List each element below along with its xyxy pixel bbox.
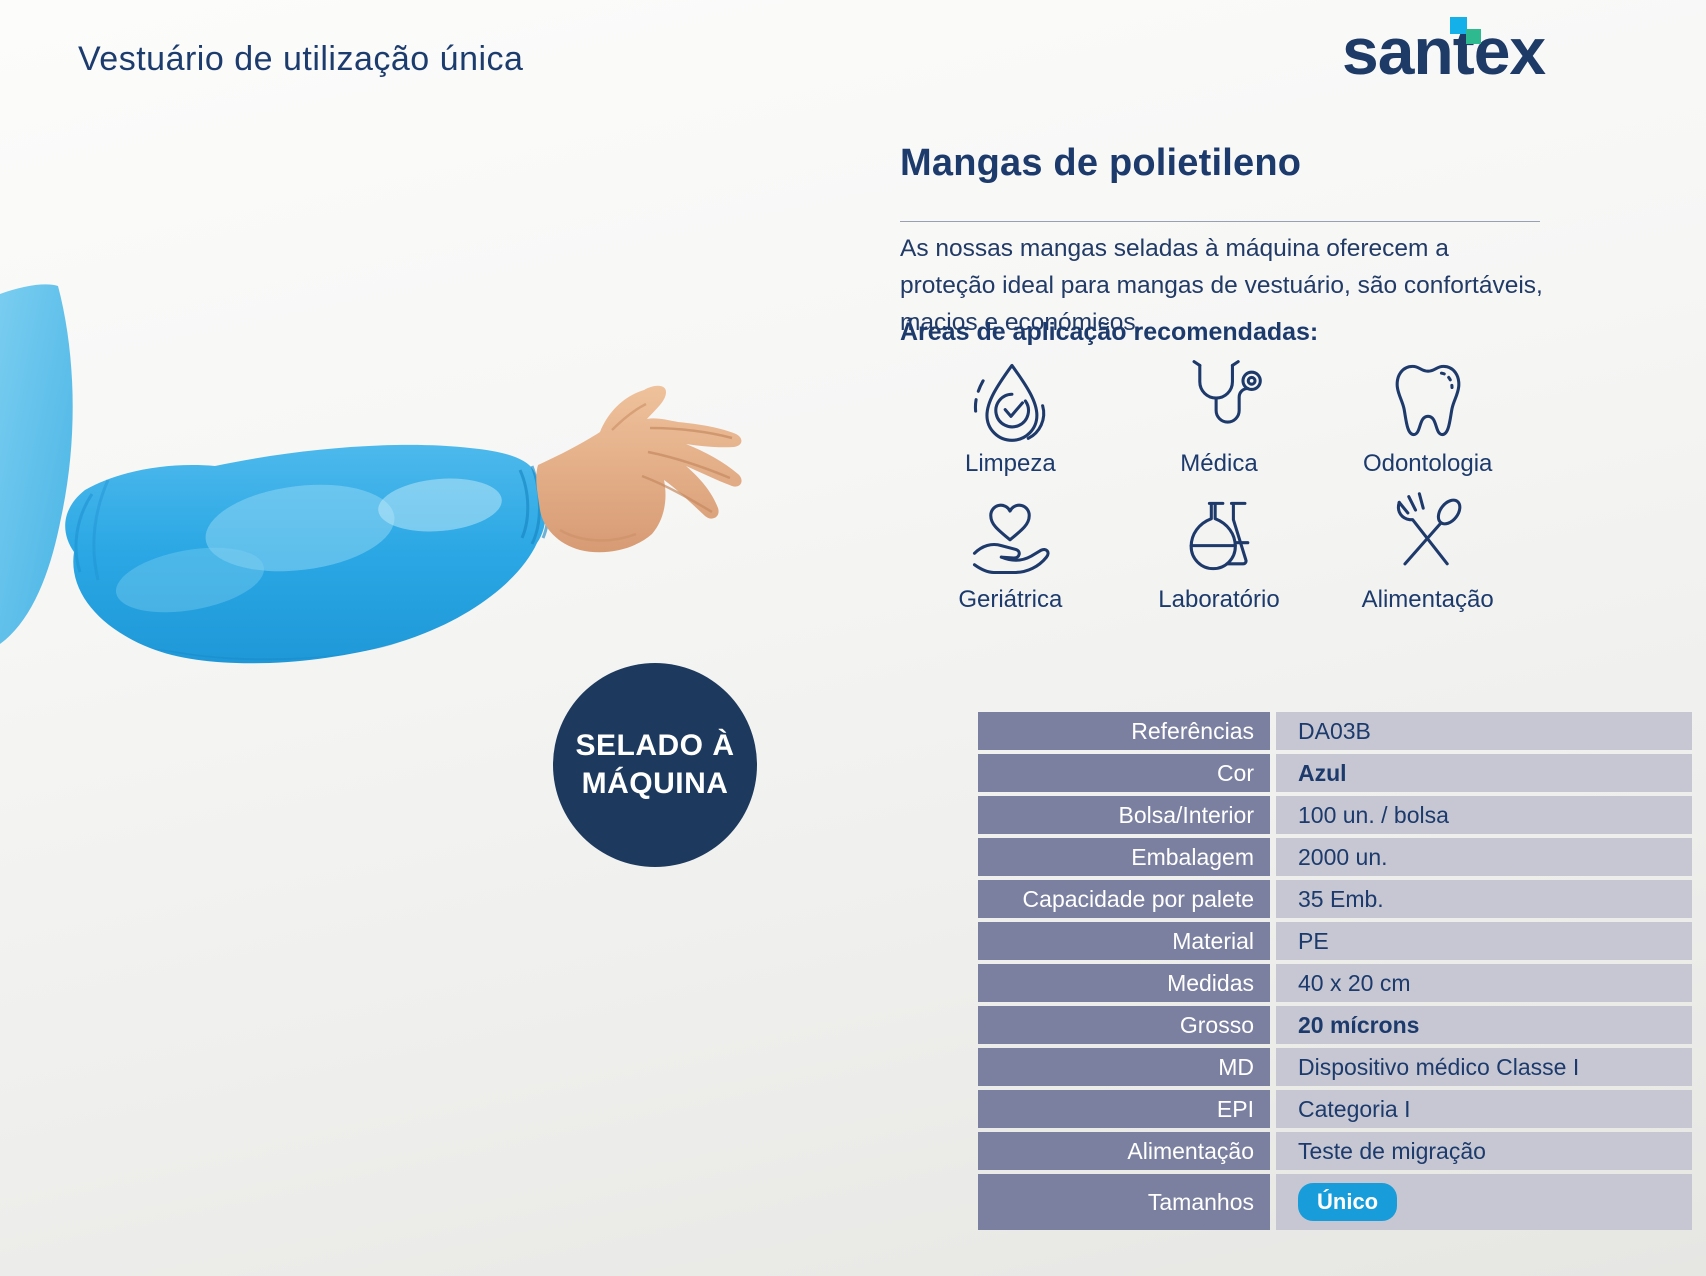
spec-value: 40 x 20 cm — [1276, 964, 1692, 1002]
fork-spoon-icon — [1380, 488, 1476, 584]
spec-row-epi: EPI Categoria I — [978, 1090, 1692, 1128]
spec-label: Material — [978, 922, 1270, 960]
spec-label: MD — [978, 1048, 1270, 1086]
hand — [536, 385, 742, 553]
spec-value: Categoria I — [1276, 1090, 1692, 1128]
area-geriatrica: Geriátrica — [906, 488, 1115, 614]
spec-label: Medidas — [978, 964, 1270, 1002]
area-label: Geriátrica — [958, 586, 1063, 613]
spec-row-cor: Cor Azul — [978, 754, 1692, 792]
spec-label: EPI — [978, 1090, 1270, 1128]
area-label: Limpeza — [964, 450, 1056, 477]
spec-label: Grosso — [978, 1006, 1270, 1044]
spec-label: Tamanhos — [978, 1174, 1270, 1230]
spec-row-alimentacao: Alimentação Teste de migração — [978, 1132, 1692, 1170]
area-laboratorio: Laboratório — [1115, 488, 1324, 614]
area-alimentacao: Alimentação — [1323, 488, 1532, 614]
spec-row-bolsa-interior: Bolsa/Interior 100 un. / bolsa — [978, 796, 1692, 834]
spec-label: Embalagem — [978, 838, 1270, 876]
heading-rule — [900, 221, 1540, 222]
areas-label: Áreas de aplicação recomendadas: — [900, 318, 1319, 346]
spec-label: Bolsa/Interior — [978, 796, 1270, 834]
brand-logo-part1: san — [1342, 14, 1454, 88]
spec-label: Capacidade por palete — [978, 880, 1270, 918]
spec-row-grosso: Grosso 20 mícrons — [978, 1006, 1692, 1044]
brand-logo-part3: ex — [1473, 14, 1546, 88]
product-photo-sleeve-arm — [0, 284, 742, 664]
stethoscope-icon — [1171, 352, 1267, 448]
product-description: As nossas mangas seladas à máquina ofere… — [900, 235, 1543, 336]
spec-label: Cor — [978, 754, 1270, 792]
area-limpeza: Limpeza — [906, 352, 1115, 478]
spec-value: 100 un. / bolsa — [1276, 796, 1692, 834]
spec-value: 35 Emb. — [1276, 880, 1692, 918]
spec-value: Azul — [1276, 754, 1692, 792]
spec-value: 20 mícrons — [1276, 1006, 1692, 1044]
logo-cyan-square-icon — [1449, 17, 1467, 34]
application-areas-grid: Limpeza Médica Odontologia — [906, 352, 1532, 614]
spec-row-tamanhos: Tamanhos Único — [978, 1174, 1692, 1230]
spec-value: Teste de migração — [1276, 1132, 1692, 1170]
seal-badge-line1: SELADO À — [575, 729, 735, 762]
spec-value: Único — [1276, 1174, 1692, 1230]
spec-row-md: MD Dispositivo médico Classe I — [978, 1048, 1692, 1086]
hand-heart-icon — [962, 488, 1058, 584]
spec-label: Referências — [978, 712, 1270, 750]
area-odontologia: Odontologia — [1323, 352, 1532, 478]
tooth-icon — [1380, 352, 1476, 448]
brand-logo-t: t — [1449, 17, 1481, 84]
brand-logo: san tex — [1342, 17, 1546, 84]
droplet-check-icon — [962, 352, 1058, 448]
logo-teal-square-icon — [1465, 29, 1481, 44]
spec-row-medidas: Medidas 40 x 20 cm — [978, 964, 1692, 1002]
area-medica: Médica — [1115, 352, 1324, 478]
spec-value: 2000 un. — [1276, 838, 1692, 876]
spec-table: Referências DA03B Cor Azul Bolsa/Interio… — [978, 712, 1692, 1230]
size-badge: Único — [1298, 1183, 1398, 1221]
seal-badge: SELADO À MÁQUINA — [553, 663, 757, 867]
spec-value: PE — [1276, 922, 1692, 960]
spec-value: Dispositivo médico Classe I — [1276, 1048, 1692, 1086]
product-heading: Mangas de polietileno — [900, 142, 1302, 184]
area-label: Médica — [1180, 450, 1258, 477]
fabric-shoulder — [0, 284, 73, 644]
spec-label: Alimentação — [978, 1132, 1270, 1170]
area-label: Laboratório — [1158, 586, 1280, 613]
seal-badge-line2: MÁQUINA — [581, 767, 729, 800]
spec-row-embalagem: Embalagem 2000 un. — [978, 838, 1692, 876]
spec-value: DA03B — [1276, 712, 1692, 750]
page-title: Vestuário de utilização única — [78, 40, 524, 78]
lab-flasks-icon — [1171, 488, 1267, 584]
spec-row-referencias: Referências DA03B — [978, 712, 1692, 750]
area-label: Odontologia — [1362, 450, 1493, 477]
spec-row-capacidade-por-palete: Capacidade por palete 35 Emb. — [978, 880, 1692, 918]
spec-row-material: Material PE — [978, 922, 1692, 960]
area-label: Alimentação — [1361, 586, 1494, 613]
